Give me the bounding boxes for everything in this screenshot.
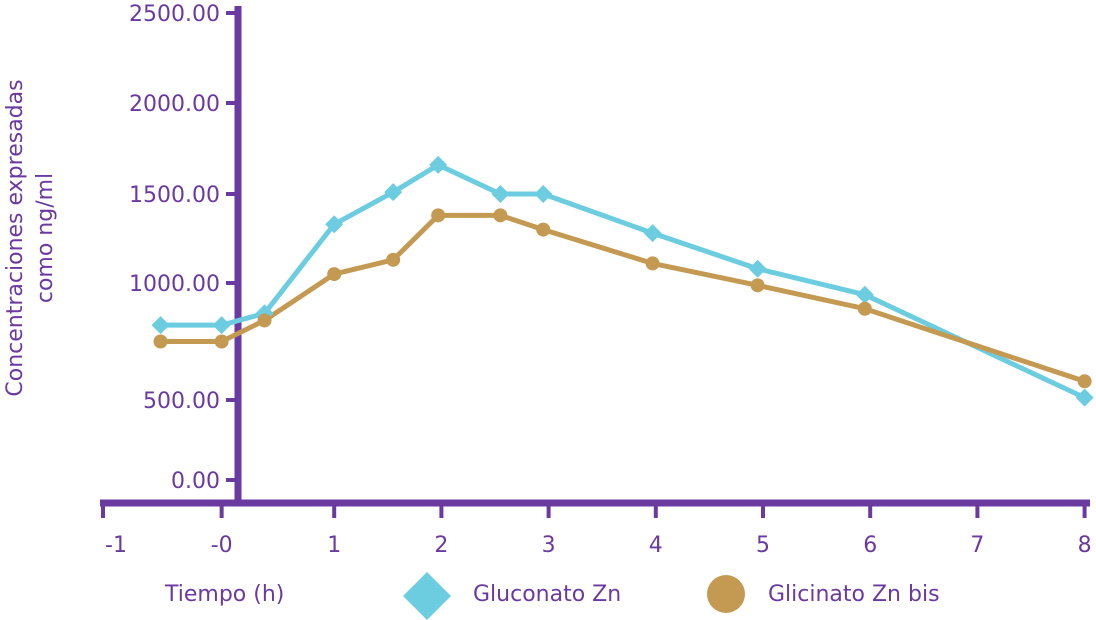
legend: Tiempo (h) Gluconato Zn Glicinato Zn bis	[164, 572, 940, 620]
data-point-series-0	[325, 215, 344, 234]
y-tick-label: 1500.00	[129, 183, 220, 208]
data-point-series-0	[151, 316, 170, 335]
x-tick-label: 3	[542, 533, 556, 558]
y-axis-title-line-1: Concentraciones expresadas	[3, 79, 28, 396]
data-point-series-0	[748, 259, 767, 278]
series-line-0	[160, 162, 1086, 400]
y-tick-label: 0.00	[171, 469, 220, 494]
data-point-series-1	[431, 208, 446, 223]
data-point-series-1	[153, 334, 168, 349]
x-tick-label: -1	[105, 533, 127, 558]
x-tick-label: 1	[327, 533, 341, 558]
data-point-series-0	[643, 224, 662, 243]
data-point-series-0	[429, 155, 448, 174]
data-point-series-1	[493, 208, 508, 223]
x-axis-title: Tiempo (h)	[164, 582, 284, 607]
x-tick-label: 2	[434, 533, 448, 558]
data-point-series-0	[855, 285, 874, 304]
data-point-series-0	[491, 185, 510, 203]
data-point-series-1	[257, 313, 272, 328]
data-point-series-1	[857, 301, 872, 316]
x-tick-label: 7	[970, 533, 984, 558]
y-axis-title-line-2: como ng/ml	[33, 173, 58, 303]
data-point-series-1	[645, 256, 660, 271]
data-point-series-0	[384, 183, 403, 202]
x-tick-label: 6	[863, 533, 877, 558]
data-point-series-0	[534, 185, 553, 203]
legend-marker-glicinato	[707, 575, 745, 613]
data-point-series-1	[750, 278, 765, 293]
data-point-series-1	[327, 267, 342, 282]
x-tick-label: -0	[211, 533, 233, 558]
y-tick-label: 2500.00	[129, 2, 220, 27]
legend-label-gluconato: Gluconato Zn	[473, 582, 621, 607]
legend-label-glicinato: Glicinato Zn bis	[768, 582, 940, 607]
y-tick-label: 1000.00	[129, 272, 220, 297]
data-point-series-1	[386, 252, 401, 267]
x-tick-label: 5	[756, 533, 770, 558]
y-tick-label: 500.00	[143, 389, 220, 414]
y-tick-label: 2000.00	[129, 92, 220, 117]
data-point-series-0	[1075, 388, 1094, 407]
data-point-series-1	[536, 222, 551, 237]
series-line-1	[160, 212, 1086, 384]
legend-marker-gluconato	[403, 572, 451, 620]
data-point-series-1	[214, 334, 229, 349]
data-point-series-1	[1077, 374, 1092, 389]
y-axis-title: Concentraciones expresadas como ng/ml	[3, 79, 58, 396]
x-tick-label: 4	[649, 533, 663, 558]
x-tick-label: 8	[1078, 533, 1092, 558]
data-point-series-0	[212, 316, 231, 335]
